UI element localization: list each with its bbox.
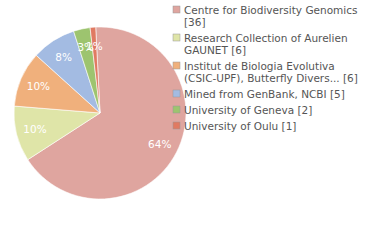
legend-swatch — [173, 106, 180, 113]
legend-swatch — [173, 62, 180, 69]
data-label: 10% — [27, 80, 50, 92]
slice — [14, 106, 100, 160]
legend-swatch — [173, 6, 180, 13]
legend-line: University of Geneva [2] — [184, 104, 312, 116]
legend-line: GAUNET [6] — [184, 44, 246, 56]
legend-swatch — [173, 34, 180, 41]
legend-line: Centre for Biodiversity Genomics — [184, 4, 357, 16]
slices — [14, 27, 186, 199]
legend-line: Institut de Biologia Evolutiva — [184, 60, 335, 72]
legend-label: University of Oulu [1] — [184, 120, 296, 132]
legend-line: Mined from GenBank, NCBI [5] — [184, 88, 345, 100]
legend-swatch — [173, 122, 180, 129]
legend-label: University of Geneva [2] — [184, 104, 312, 116]
legend: Centre for Biodiversity Genomics[36] Rese… — [173, 4, 358, 132]
legend-label: Institut de Biologia Evolutiva(CSIC-UPF)… — [184, 60, 358, 84]
data-label: 8% — [55, 51, 72, 63]
data-label: 1% — [86, 40, 103, 52]
data-label: 64% — [148, 138, 171, 150]
data-label: 10% — [23, 123, 46, 135]
legend-label: Research Collection of AurelienGAUNET [6… — [184, 32, 348, 56]
legend-line: Research Collection of Aurelien — [184, 32, 348, 44]
legend-swatch — [173, 90, 180, 97]
data-labels: 64%10%10%8%3%1% — [23, 40, 171, 149]
legend-line: [36] — [184, 16, 206, 28]
legend-label: Centre for Biodiversity Genomics[36] — [184, 4, 357, 28]
legend-line: University of Oulu [1] — [184, 120, 296, 132]
legend-line: (CSIC-UPF), Butterfly Divers... [6] — [184, 72, 358, 84]
chart: 64%10%10%8%3%1%Centre for Biodiversity G… — [0, 0, 380, 240]
legend-label: Mined from GenBank, NCBI [5] — [184, 88, 345, 100]
